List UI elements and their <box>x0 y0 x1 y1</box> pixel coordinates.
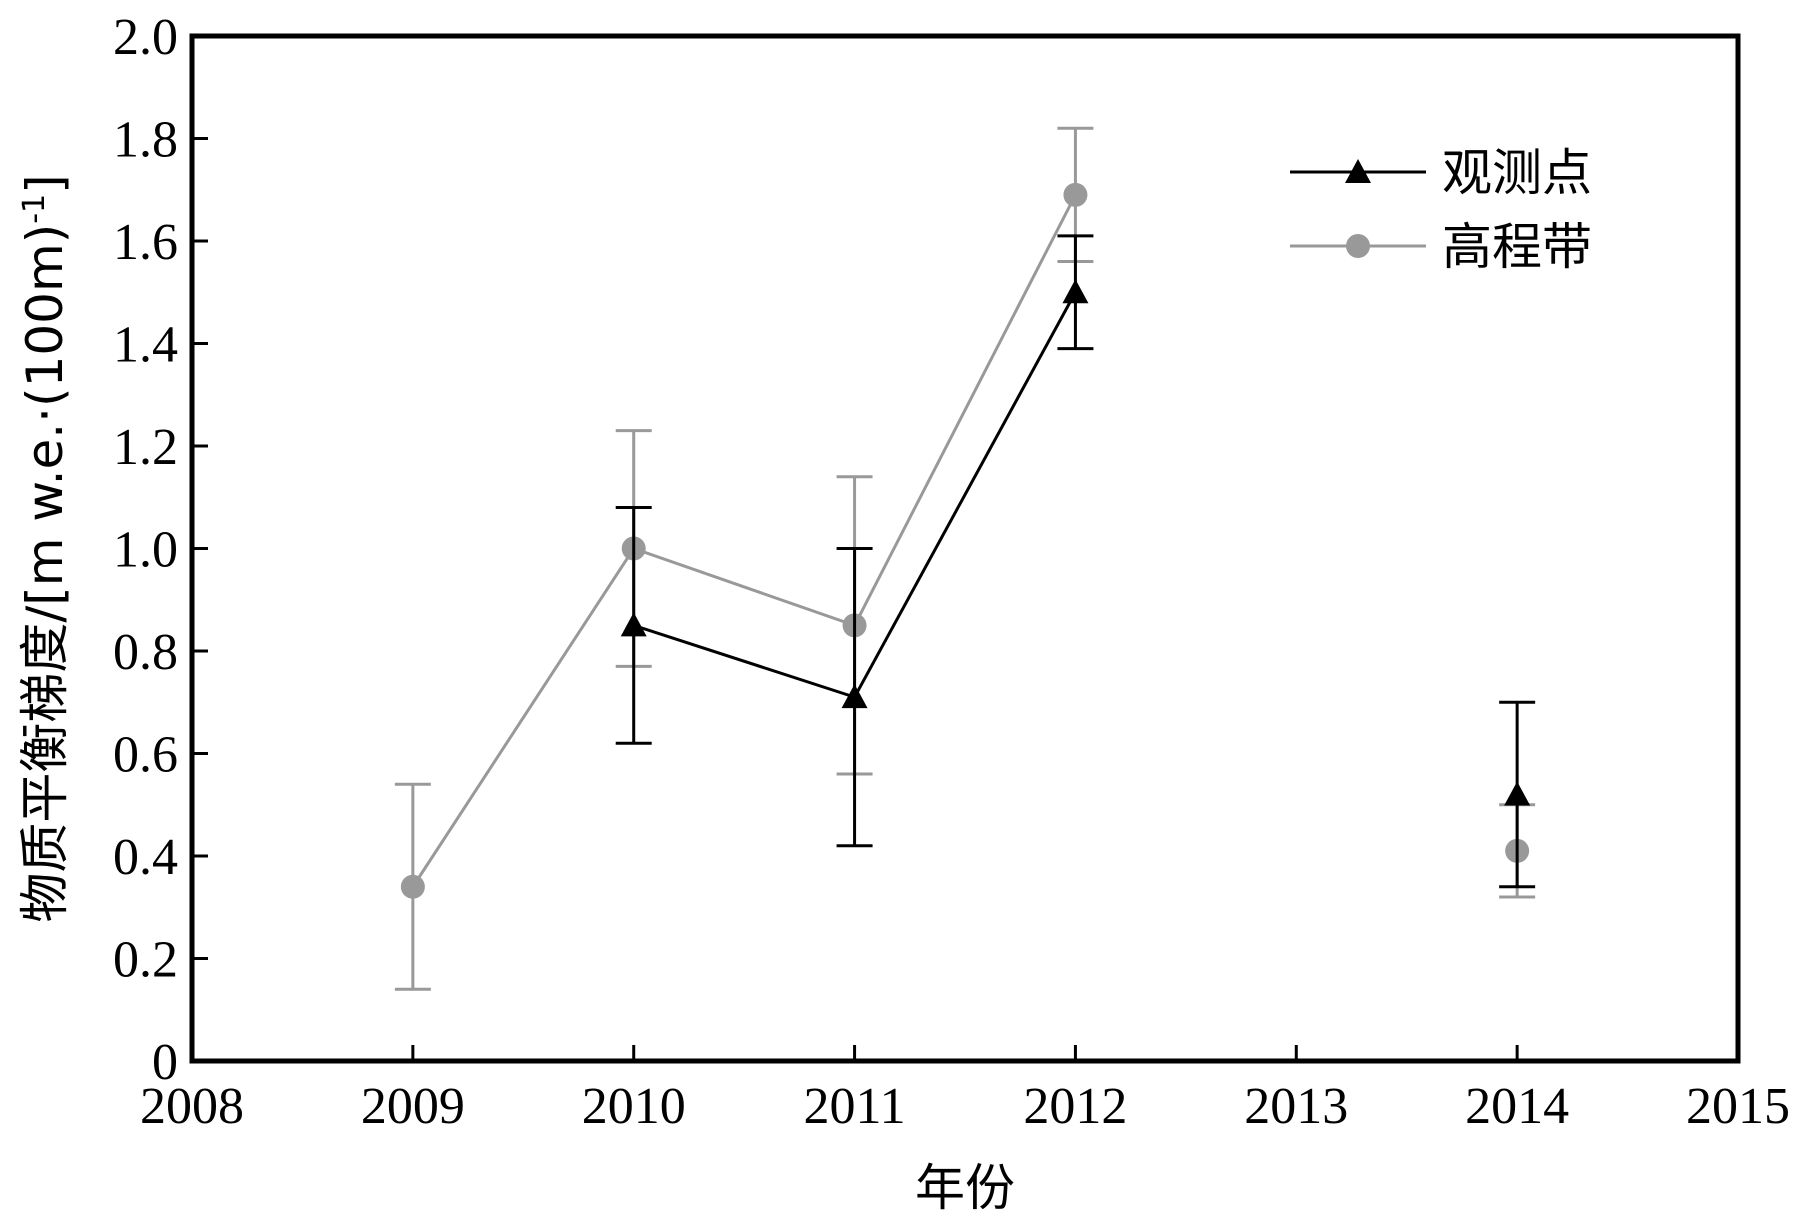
y-tick-label: 0.4 <box>113 829 178 886</box>
series-line <box>411 194 1077 888</box>
y-tick-label: 0.6 <box>113 727 178 784</box>
y-tick-label: 0.2 <box>113 932 178 989</box>
y-tick-label: 0.8 <box>113 624 178 681</box>
x-tick-label: 2014 <box>1465 1078 1569 1135</box>
series-elevation-bands <box>394 126 1536 991</box>
legend-marker-triangle <box>1345 159 1371 184</box>
legend-item: 观测点 <box>1290 144 1592 202</box>
y-tick-label: 1.6 <box>113 214 178 271</box>
data-point-circle <box>1063 182 1088 207</box>
x-tick-label: 2015 <box>1686 1078 1790 1135</box>
x-tick-label: 2012 <box>1023 1078 1127 1135</box>
data-point-triangle <box>1062 279 1089 304</box>
y-axis-title-close: ] <box>16 174 74 194</box>
x-axis: 2008 2009 2010 2011 2012 2013 2014 2015 <box>140 1045 1790 1135</box>
x-tick-label: 2011 <box>804 1078 906 1135</box>
y-tick-label: 2.0 <box>113 9 178 66</box>
x-tick-label: 2010 <box>582 1078 686 1135</box>
x-axis-title: 年份 <box>915 1159 1015 1217</box>
y-tick-label: 1.2 <box>113 419 178 476</box>
data-point-triangle <box>1504 781 1531 806</box>
y-axis-title-main: 物质平衡梯度/[m w.e.·(100m) <box>16 224 74 923</box>
x-tick-label: 2009 <box>361 1078 465 1135</box>
data-point-triangle <box>841 684 868 709</box>
x-tick-label: 2008 <box>140 1078 244 1135</box>
y-axis: 0 0.2 0.4 0.6 0.8 1.0 1.2 1.4 1.6 1.8 2.0 <box>113 9 208 1091</box>
series-layer <box>394 126 1536 991</box>
series-observation-points <box>615 234 1536 889</box>
legend-label: 高程带 <box>1442 218 1592 276</box>
y-tick-label: 1.0 <box>113 522 178 579</box>
y-tick-label: 1.8 <box>113 112 178 169</box>
legend-label: 观测点 <box>1442 144 1592 202</box>
y-tick-label: 0 <box>152 1034 178 1091</box>
x-tick-label: 2013 <box>1244 1078 1348 1135</box>
legend-item: 高程带 <box>1290 218 1592 276</box>
data-point-triangle <box>620 612 647 637</box>
data-point-circle <box>400 874 425 899</box>
y-axis-title-superscript: -1 <box>17 194 52 224</box>
y-tick-label: 1.4 <box>113 317 178 374</box>
y-axis-title: 物质平衡梯度/[m w.e.·(100m)-1] <box>16 174 74 922</box>
legend-marker-circle <box>1346 234 1370 258</box>
